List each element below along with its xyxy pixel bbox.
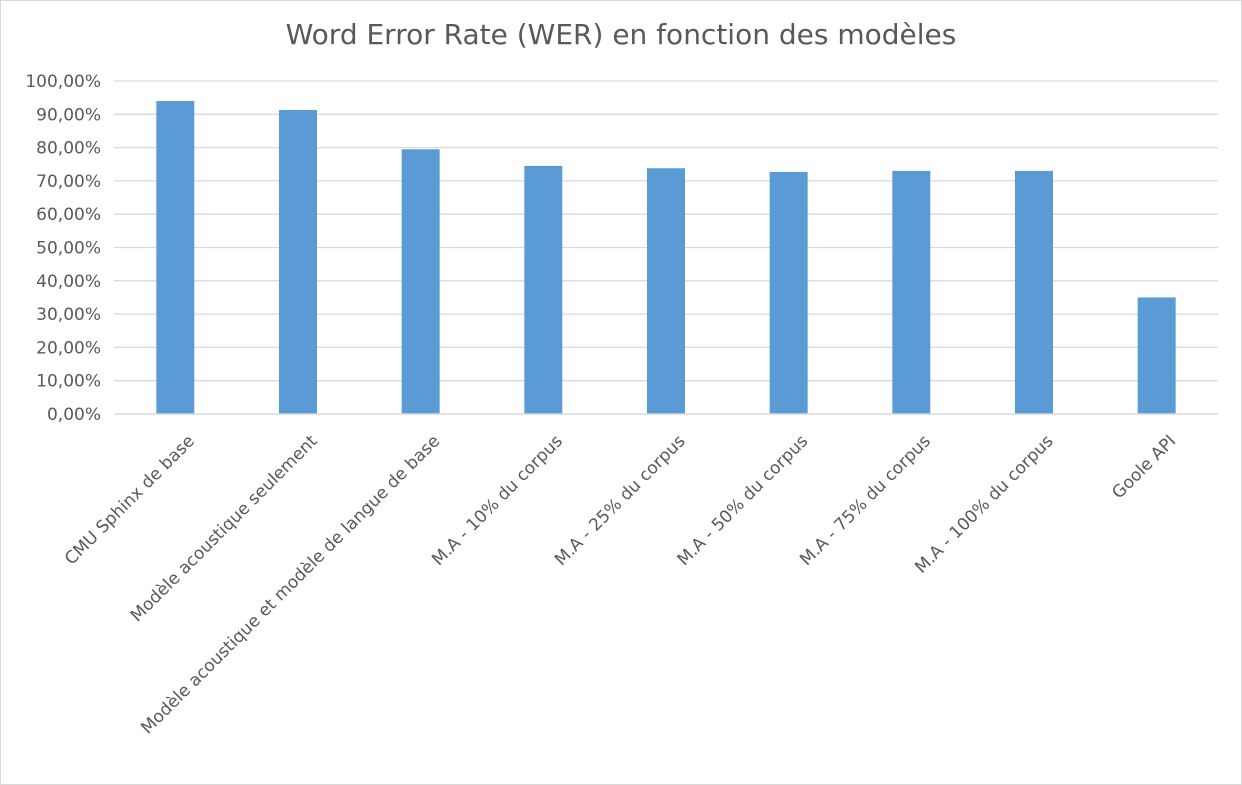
y-tick-label: 80,00% [36,139,101,159]
chart-title: Word Error Rate (WER) en fonction des mo… [286,18,957,51]
bar [279,109,317,414]
bar [647,168,685,414]
bars [156,100,1176,414]
y-tick-label: 50,00% [36,239,101,259]
x-category-label: M.A - 25% du corpus [551,431,690,570]
bar [1137,297,1176,414]
y-tick-label: 60,00% [36,205,101,225]
x-category-label: M.A - 10% du corpus [428,431,567,570]
x-category-label: M.A - 100% du corpus [911,431,1057,577]
x-category-label: Goole API [1108,431,1180,503]
bar [156,100,195,414]
y-tick-label: 100,00% [25,72,101,92]
bar [1015,170,1053,414]
y-tick-label: 10,00% [36,372,101,392]
y-tick-label: 70,00% [36,172,101,192]
bar [524,165,563,414]
bar [769,171,808,414]
x-category-label: M.A - 50% du corpus [674,431,813,570]
y-tick-label: 0,00% [47,405,101,425]
x-category-label: CMU Sphinx de base [61,431,199,569]
y-tick-label: 20,00% [36,338,101,358]
x-category-label: M.A - 75% du corpus [796,431,935,570]
y-axis-ticks: 0,00% 10,00% 20,00% 30,00% 40,00% 50,00% 60,00… [25,72,101,425]
bar [892,170,931,414]
y-tick-label: 90,00% [36,105,101,125]
x-category-label: Modèle acoustique et modèle de langue de… [137,431,444,738]
bar [401,149,440,414]
y-tick-label: 40,00% [36,272,101,292]
y-tick-label: 30,00% [36,305,101,325]
